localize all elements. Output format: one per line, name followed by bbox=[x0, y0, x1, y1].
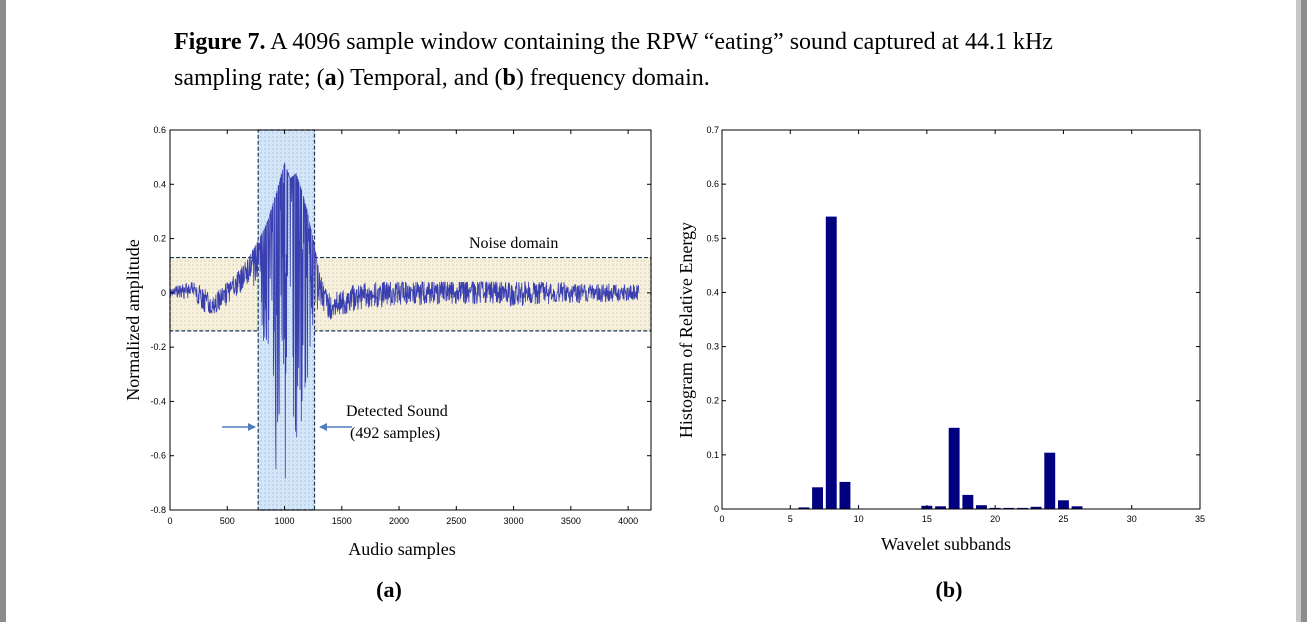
temporal-x-label: Audio samples bbox=[348, 539, 456, 559]
energy-bar bbox=[1058, 500, 1069, 509]
energy-bar bbox=[1030, 506, 1042, 509]
frequency-plot-border bbox=[721, 129, 1201, 510]
x-tick-label: 2500 bbox=[446, 516, 466, 526]
caption-text-2c: ) frequency domain. bbox=[515, 65, 710, 91]
x-tick-label: 0 bbox=[719, 514, 724, 524]
energy-bar bbox=[1003, 507, 1015, 509]
x-tick-label: 15 bbox=[922, 514, 932, 524]
window-frame-right-inner bbox=[1296, 0, 1301, 622]
energy-bar bbox=[1044, 452, 1056, 509]
x-tick-label: 5 bbox=[788, 514, 793, 524]
energy-bar bbox=[825, 216, 837, 509]
x-tick-label: 35 bbox=[1195, 514, 1205, 524]
y-tick-label: 0 bbox=[714, 504, 719, 514]
energy-bar bbox=[935, 506, 946, 509]
caption-text-1: A 4096 sample window containing the RPW … bbox=[265, 29, 1053, 55]
energy-bar bbox=[976, 505, 987, 509]
temporal-plot-border bbox=[169, 129, 652, 511]
y-tick-label: 0.2 bbox=[153, 234, 166, 244]
x-tick-label: 0 bbox=[167, 516, 172, 526]
detected-sound-count: (492 samples) bbox=[350, 425, 440, 442]
temporal-y-label: Normalized amplitude bbox=[123, 239, 143, 400]
caption-panel-b: b bbox=[502, 65, 516, 91]
temporal-chart: 0 500 1000 1500 2000 2500 3000 3500 4000 -0.8 -0.6… bbox=[123, 125, 652, 602]
frequency-x-label: Wavelet subbands bbox=[881, 534, 1011, 554]
y-tick-label: 0.2 bbox=[706, 396, 719, 406]
x-tick-label: 2000 bbox=[389, 516, 409, 526]
energy-bar bbox=[798, 507, 810, 509]
y-tick-label: -0.6 bbox=[150, 451, 166, 461]
caption-panel-a: a bbox=[324, 65, 337, 91]
audio-waveform bbox=[169, 162, 640, 479]
energy-bar bbox=[1017, 507, 1028, 509]
frequency-chart: 0 5 10 15 20 25 30 35 0 0.1 0.2 0.3 0.4 0.5 0.6 0.7 Wav… bbox=[676, 125, 1205, 602]
x-tick-label: 10 bbox=[854, 514, 864, 524]
noise-domain-label: Noise domain bbox=[469, 235, 558, 252]
x-tick-label: 1000 bbox=[275, 516, 295, 526]
waveform-line bbox=[169, 162, 640, 479]
frequency-plot-area bbox=[722, 130, 1200, 509]
detected-sound-label: Detected Sound bbox=[346, 403, 448, 420]
caption-line-2: sampling rate; (a) Temporal, and (b) fre… bbox=[174, 60, 1174, 96]
caption-line-1: Figure 7. A 4096 sample window containin… bbox=[174, 24, 1174, 60]
caption-text-2b: ) Temporal, and ( bbox=[336, 65, 503, 91]
y-tick-label: 0.1 bbox=[706, 450, 719, 460]
x-tick-label: 20 bbox=[990, 514, 1000, 524]
y-tick-label: 0.3 bbox=[706, 342, 719, 352]
y-tick-label: 0.6 bbox=[153, 125, 166, 135]
y-tick-label: 0.4 bbox=[706, 287, 719, 297]
y-tick-label: 0.7 bbox=[706, 125, 719, 135]
frequency-y-label: Histogram of Relative Energy bbox=[676, 222, 696, 438]
x-tick-label: 3500 bbox=[561, 516, 581, 526]
panel-label-a: (a) bbox=[376, 577, 402, 602]
x-tick-label: 25 bbox=[1058, 514, 1068, 524]
energy-bar bbox=[948, 427, 960, 509]
caption-text-2a: sampling rate; ( bbox=[174, 65, 325, 91]
energy-bar bbox=[839, 481, 851, 509]
temporal-axis-ticks: 0 500 1000 1500 2000 2500 3000 3500 4000 -0.8 -0.6… bbox=[150, 125, 651, 526]
scrollbar-track[interactable] bbox=[1301, 0, 1307, 622]
y-tick-label: 0.5 bbox=[706, 233, 719, 243]
figure-caption: Figure 7. A 4096 sample window containin… bbox=[174, 24, 1174, 96]
x-tick-label: 4000 bbox=[618, 516, 638, 526]
y-tick-label: 0.6 bbox=[706, 179, 719, 189]
x-tick-label: 30 bbox=[1127, 514, 1137, 524]
energy-bar bbox=[962, 494, 974, 509]
x-tick-label: 500 bbox=[220, 516, 235, 526]
frequency-axis-ticks: 0 5 10 15 20 25 30 35 0 0.1 0.2 0.3 0.4 0.5 0.6 0.7 bbox=[706, 125, 1205, 524]
energy-bar bbox=[1071, 506, 1083, 509]
y-tick-label: 0 bbox=[161, 288, 166, 298]
y-tick-label: 0.4 bbox=[153, 179, 166, 189]
x-tick-label: 3000 bbox=[504, 516, 524, 526]
x-tick-label: 1500 bbox=[332, 516, 352, 526]
figure-label: Figure 7. bbox=[174, 29, 266, 55]
y-tick-label: -0.8 bbox=[150, 505, 166, 515]
energy-bar bbox=[812, 487, 823, 509]
y-tick-label: -0.2 bbox=[150, 342, 166, 352]
y-tick-label: -0.4 bbox=[150, 396, 166, 406]
panel-label-b: (b) bbox=[936, 577, 963, 602]
window-frame-left bbox=[0, 0, 6, 622]
